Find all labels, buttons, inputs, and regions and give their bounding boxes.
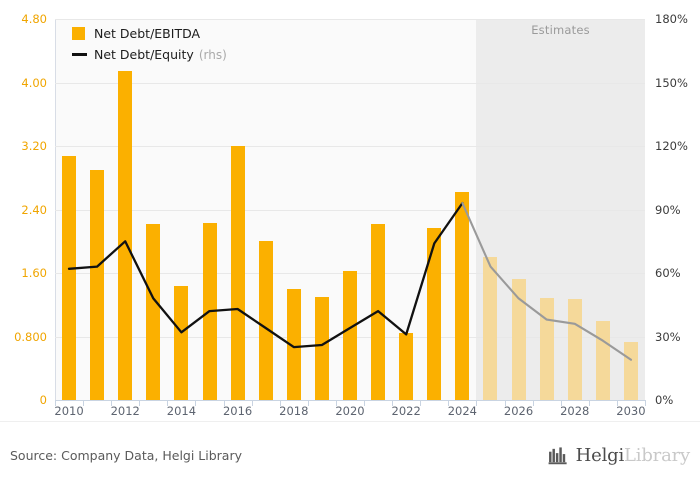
bar-estimate bbox=[511, 279, 526, 400]
bar bbox=[258, 241, 273, 400]
legend-swatch-icon bbox=[72, 27, 85, 40]
left-axis-tick-label: 3.20 bbox=[21, 139, 47, 153]
footer-divider bbox=[0, 421, 700, 422]
x-axis-tick-label: 2022 bbox=[391, 404, 421, 418]
legend-label-net-debt-ebitda: Net Debt/EBITDA bbox=[94, 26, 201, 41]
x-axis-tick-mark bbox=[55, 400, 56, 406]
right-axis-tick-label: 0% bbox=[655, 393, 674, 407]
bar-estimate bbox=[483, 257, 498, 400]
x-axis-tick-mark bbox=[336, 400, 337, 406]
bar bbox=[202, 222, 217, 400]
x-axis-tick-mark bbox=[308, 400, 309, 406]
bar bbox=[90, 169, 105, 400]
bar bbox=[286, 288, 301, 400]
bar bbox=[371, 223, 386, 400]
left-axis-tick-label: 0 bbox=[39, 393, 47, 407]
bar bbox=[118, 70, 133, 400]
x-axis-tick-mark bbox=[167, 400, 168, 406]
x-axis-tick-mark bbox=[392, 400, 393, 406]
legend-label-rhs-note: (rhs) bbox=[198, 47, 227, 62]
x-axis-tick-mark bbox=[589, 400, 590, 406]
bar-estimate bbox=[623, 342, 638, 400]
x-axis-tick-label: 2010 bbox=[54, 404, 84, 418]
bar bbox=[342, 270, 358, 400]
gridline bbox=[55, 210, 645, 211]
x-axis-baseline bbox=[55, 400, 645, 401]
x-axis-tick-label: 2014 bbox=[166, 404, 197, 418]
bar bbox=[174, 286, 189, 400]
legend-label-net-debt-equity: Net Debt/Equity bbox=[94, 47, 194, 62]
x-axis-tick-mark bbox=[505, 400, 506, 406]
x-axis-tick-mark bbox=[111, 400, 112, 406]
bar bbox=[427, 227, 442, 400]
bar bbox=[230, 146, 245, 400]
source-text: Source: Company Data, Helgi Library bbox=[10, 448, 243, 463]
right-axis-tick-label: 90% bbox=[655, 202, 681, 217]
x-axis-tick-label: 2026 bbox=[503, 404, 534, 418]
right-axis-tick-label: 180% bbox=[655, 12, 688, 26]
left-axis-tick-label: 0.800 bbox=[14, 329, 47, 344]
x-axis-tick-mark bbox=[195, 400, 196, 406]
x-axis-tick-label: 2018 bbox=[279, 404, 309, 418]
bar bbox=[399, 333, 414, 400]
gridline bbox=[55, 83, 645, 84]
x-axis-tick-mark bbox=[420, 400, 421, 406]
x-axis-tick-mark bbox=[364, 400, 365, 406]
bar bbox=[62, 155, 77, 400]
x-axis-tick-mark bbox=[83, 400, 84, 406]
x-axis-tick-mark bbox=[280, 400, 281, 406]
x-axis-tick-label: 2028 bbox=[560, 404, 590, 418]
chart-legend: Net Debt/EBITDA Net Debt/Equity (rhs) bbox=[72, 23, 227, 65]
estimates-label: Estimates bbox=[531, 23, 590, 37]
brand-name-secondary: Library bbox=[624, 444, 690, 466]
x-axis-tick-mark bbox=[139, 400, 140, 406]
legend-line-icon bbox=[72, 53, 87, 56]
x-axis-tick-label: 2016 bbox=[222, 404, 253, 418]
bar-estimate bbox=[567, 299, 582, 400]
gridline bbox=[55, 146, 645, 147]
left-axis-tick-label: 4.00 bbox=[21, 75, 47, 90]
right-axis-tick-label: 150% bbox=[655, 75, 688, 90]
bar-estimate bbox=[595, 320, 610, 400]
x-axis-tick-label: 2020 bbox=[335, 404, 365, 418]
left-axis-tick-label: 2.40 bbox=[21, 202, 47, 217]
helgi-library-logo-icon bbox=[548, 446, 567, 464]
bar-estimate bbox=[539, 298, 554, 400]
x-axis-tick-mark bbox=[476, 400, 477, 406]
brand-name-primary: Helgi bbox=[575, 444, 625, 466]
legend-item-net-debt-ebitda[interactable]: Net Debt/EBITDA bbox=[72, 23, 227, 44]
bar bbox=[146, 223, 161, 400]
right-axis-tick-label: 30% bbox=[655, 329, 681, 344]
gridline bbox=[55, 19, 645, 20]
right-axis-tick-label: 60% bbox=[655, 266, 681, 280]
bar bbox=[455, 192, 470, 400]
right-axis-tick-label: 120% bbox=[655, 139, 688, 153]
x-axis-tick-label: 2024 bbox=[447, 404, 478, 418]
x-axis-tick-mark bbox=[448, 400, 449, 406]
x-axis-tick-label: 2030 bbox=[616, 404, 646, 418]
x-axis-tick-mark bbox=[252, 400, 253, 406]
x-axis-tick-mark bbox=[533, 400, 534, 406]
x-axis-tick-label: 2012 bbox=[110, 404, 140, 418]
x-axis-tick-mark bbox=[224, 400, 225, 406]
left-axis-tick-label: 4.80 bbox=[21, 12, 47, 26]
brand-logo[interactable]: Helgi Library bbox=[548, 443, 690, 467]
x-axis-tick-mark bbox=[645, 400, 646, 406]
x-axis-tick-mark bbox=[561, 400, 562, 406]
left-axis-tick-label: 1.60 bbox=[21, 266, 47, 280]
x-axis-tick-mark bbox=[617, 400, 618, 406]
bar bbox=[314, 296, 329, 400]
legend-item-net-debt-equity[interactable]: Net Debt/Equity (rhs) bbox=[72, 44, 227, 65]
